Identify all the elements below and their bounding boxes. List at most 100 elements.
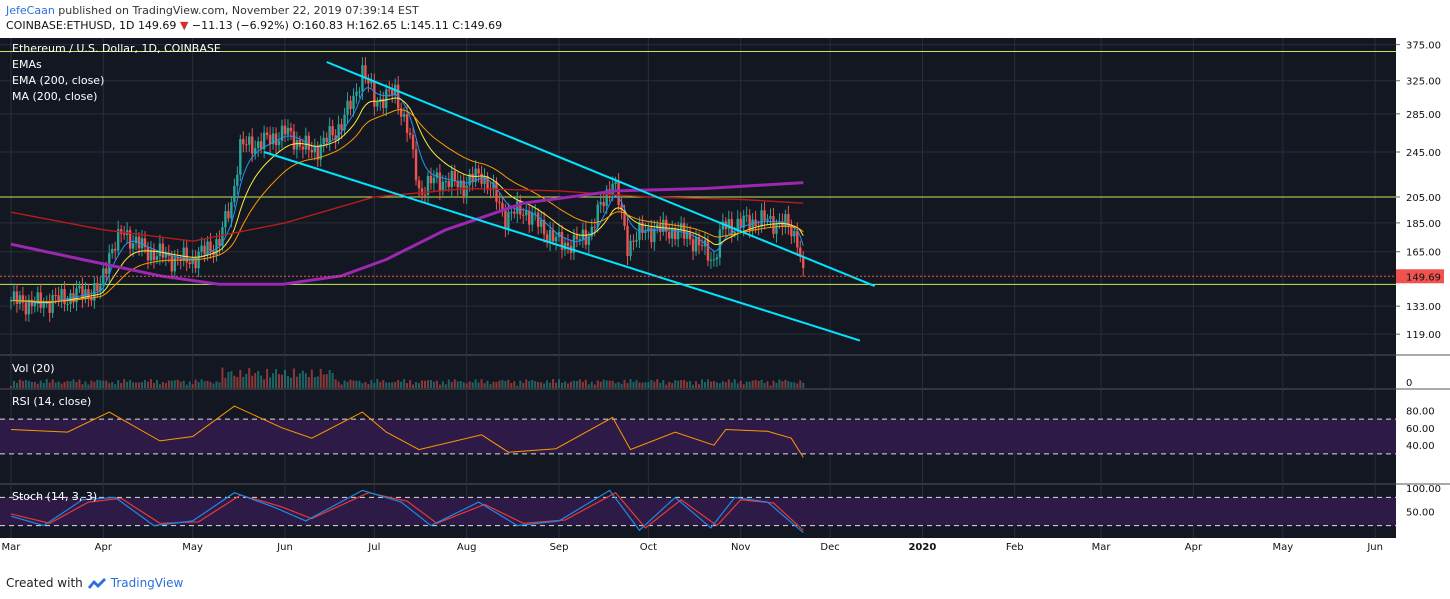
candle-body bbox=[459, 180, 462, 188]
tradingview-chart[interactable]: Mar Apr May Jun Jul Aug Sep Oct Nov Dec 2020 Feb Mar… bbox=[0, 38, 1450, 574]
candle-body bbox=[539, 219, 543, 227]
candle-body bbox=[450, 171, 453, 188]
candle-body bbox=[507, 211, 510, 229]
tradingview-brand[interactable]: TradingView bbox=[110, 576, 184, 590]
volume-bar bbox=[492, 381, 495, 388]
volume-bar bbox=[376, 379, 379, 388]
volume-bar bbox=[629, 379, 632, 388]
volume-bar bbox=[686, 381, 689, 388]
volume-bar bbox=[149, 379, 152, 388]
publish-line: JefeCaan published on TradingView.com, N… bbox=[6, 4, 419, 17]
candle-body bbox=[504, 209, 507, 229]
volume-bar bbox=[611, 380, 614, 388]
volume-bar bbox=[295, 376, 298, 388]
candle-body bbox=[194, 257, 197, 269]
price-tick-label: 205.00 bbox=[1406, 193, 1441, 204]
candle-body bbox=[733, 231, 736, 234]
volume-bar bbox=[84, 381, 87, 388]
ema-line bbox=[11, 109, 804, 303]
volume-bar bbox=[617, 381, 620, 388]
candle-body bbox=[730, 219, 733, 234]
price-tick-label: 119.00 bbox=[1406, 330, 1441, 341]
candle-body bbox=[176, 257, 179, 259]
candle-body bbox=[215, 239, 218, 256]
candle-body bbox=[42, 303, 45, 308]
volume-bar bbox=[382, 380, 385, 388]
candle-body bbox=[295, 139, 299, 150]
candle-body bbox=[161, 243, 165, 258]
candle-body bbox=[268, 135, 272, 145]
volume-bar bbox=[459, 380, 462, 388]
candle-body bbox=[513, 211, 516, 214]
candle-body bbox=[566, 242, 570, 246]
author-link[interactable]: JefeCaan bbox=[6, 4, 55, 17]
volume-bar bbox=[718, 383, 721, 388]
candle-body bbox=[441, 181, 445, 191]
volume-bar bbox=[87, 384, 90, 388]
volume-bar bbox=[176, 379, 179, 388]
candle-body bbox=[289, 127, 293, 132]
volume-bar bbox=[549, 382, 552, 388]
volume-bar bbox=[450, 381, 453, 388]
volume-bar bbox=[257, 371, 260, 388]
candle-body bbox=[516, 200, 519, 214]
volume-bar bbox=[659, 383, 662, 388]
candle-body bbox=[709, 259, 713, 261]
candle-body bbox=[170, 255, 174, 272]
candle-body bbox=[382, 98, 385, 108]
volume-bar bbox=[736, 383, 739, 388]
volume-bar bbox=[519, 380, 522, 388]
volume-bar bbox=[441, 381, 444, 388]
candle-body bbox=[727, 219, 730, 229]
volume-bar bbox=[397, 379, 400, 388]
candle-body bbox=[376, 101, 379, 107]
volume-bar bbox=[251, 375, 254, 388]
last-price-badge bbox=[1396, 269, 1444, 284]
volume-bar bbox=[328, 369, 331, 388]
last-price-label: 149.69 bbox=[1406, 272, 1441, 283]
candle-body bbox=[435, 172, 439, 178]
candle-body bbox=[528, 210, 531, 225]
candle-body bbox=[399, 108, 403, 117]
volume-bar bbox=[528, 381, 531, 388]
footer: Created with TradingView bbox=[6, 576, 183, 590]
candle-body bbox=[688, 232, 692, 240]
volume-bar bbox=[695, 381, 698, 388]
volume-bar bbox=[495, 381, 498, 388]
volume-bar bbox=[418, 383, 421, 388]
candle-body bbox=[596, 204, 599, 228]
x-tick-label: Jul bbox=[367, 542, 380, 553]
volume-bar bbox=[391, 382, 394, 388]
volume-bar bbox=[406, 383, 409, 388]
candle-body bbox=[745, 215, 748, 217]
candle-body bbox=[388, 89, 391, 91]
volume-bar bbox=[114, 384, 117, 388]
volume-bar bbox=[322, 374, 325, 388]
volume-bar bbox=[700, 379, 703, 388]
candle-body bbox=[617, 181, 620, 205]
candle-body bbox=[301, 146, 305, 150]
volume-bar bbox=[763, 383, 766, 388]
volume-bar bbox=[289, 377, 292, 388]
volume-bar bbox=[370, 379, 373, 388]
quote-line: COINBASE:ETHUSD, 1D 149.69 ▼ −11.13 (−6.… bbox=[6, 19, 502, 32]
volume-bar bbox=[301, 370, 304, 388]
volume-bar bbox=[421, 380, 424, 388]
candle-body bbox=[659, 224, 662, 232]
candle-body bbox=[411, 134, 415, 150]
candle-body bbox=[614, 181, 617, 184]
candle-body bbox=[468, 173, 471, 186]
candle-body bbox=[456, 180, 459, 188]
candle-body bbox=[102, 268, 105, 286]
candle-body bbox=[18, 295, 22, 304]
volume-bar bbox=[203, 381, 206, 388]
candle-body bbox=[545, 234, 549, 243]
price-tick-label: 375.00 bbox=[1406, 41, 1441, 52]
candle-body bbox=[367, 78, 370, 84]
volume-bar bbox=[334, 379, 337, 388]
volume-bar bbox=[692, 384, 695, 388]
volume-bar bbox=[727, 379, 730, 388]
candle-body bbox=[24, 302, 28, 315]
volume-bar bbox=[468, 381, 471, 388]
candle-body bbox=[343, 114, 346, 131]
